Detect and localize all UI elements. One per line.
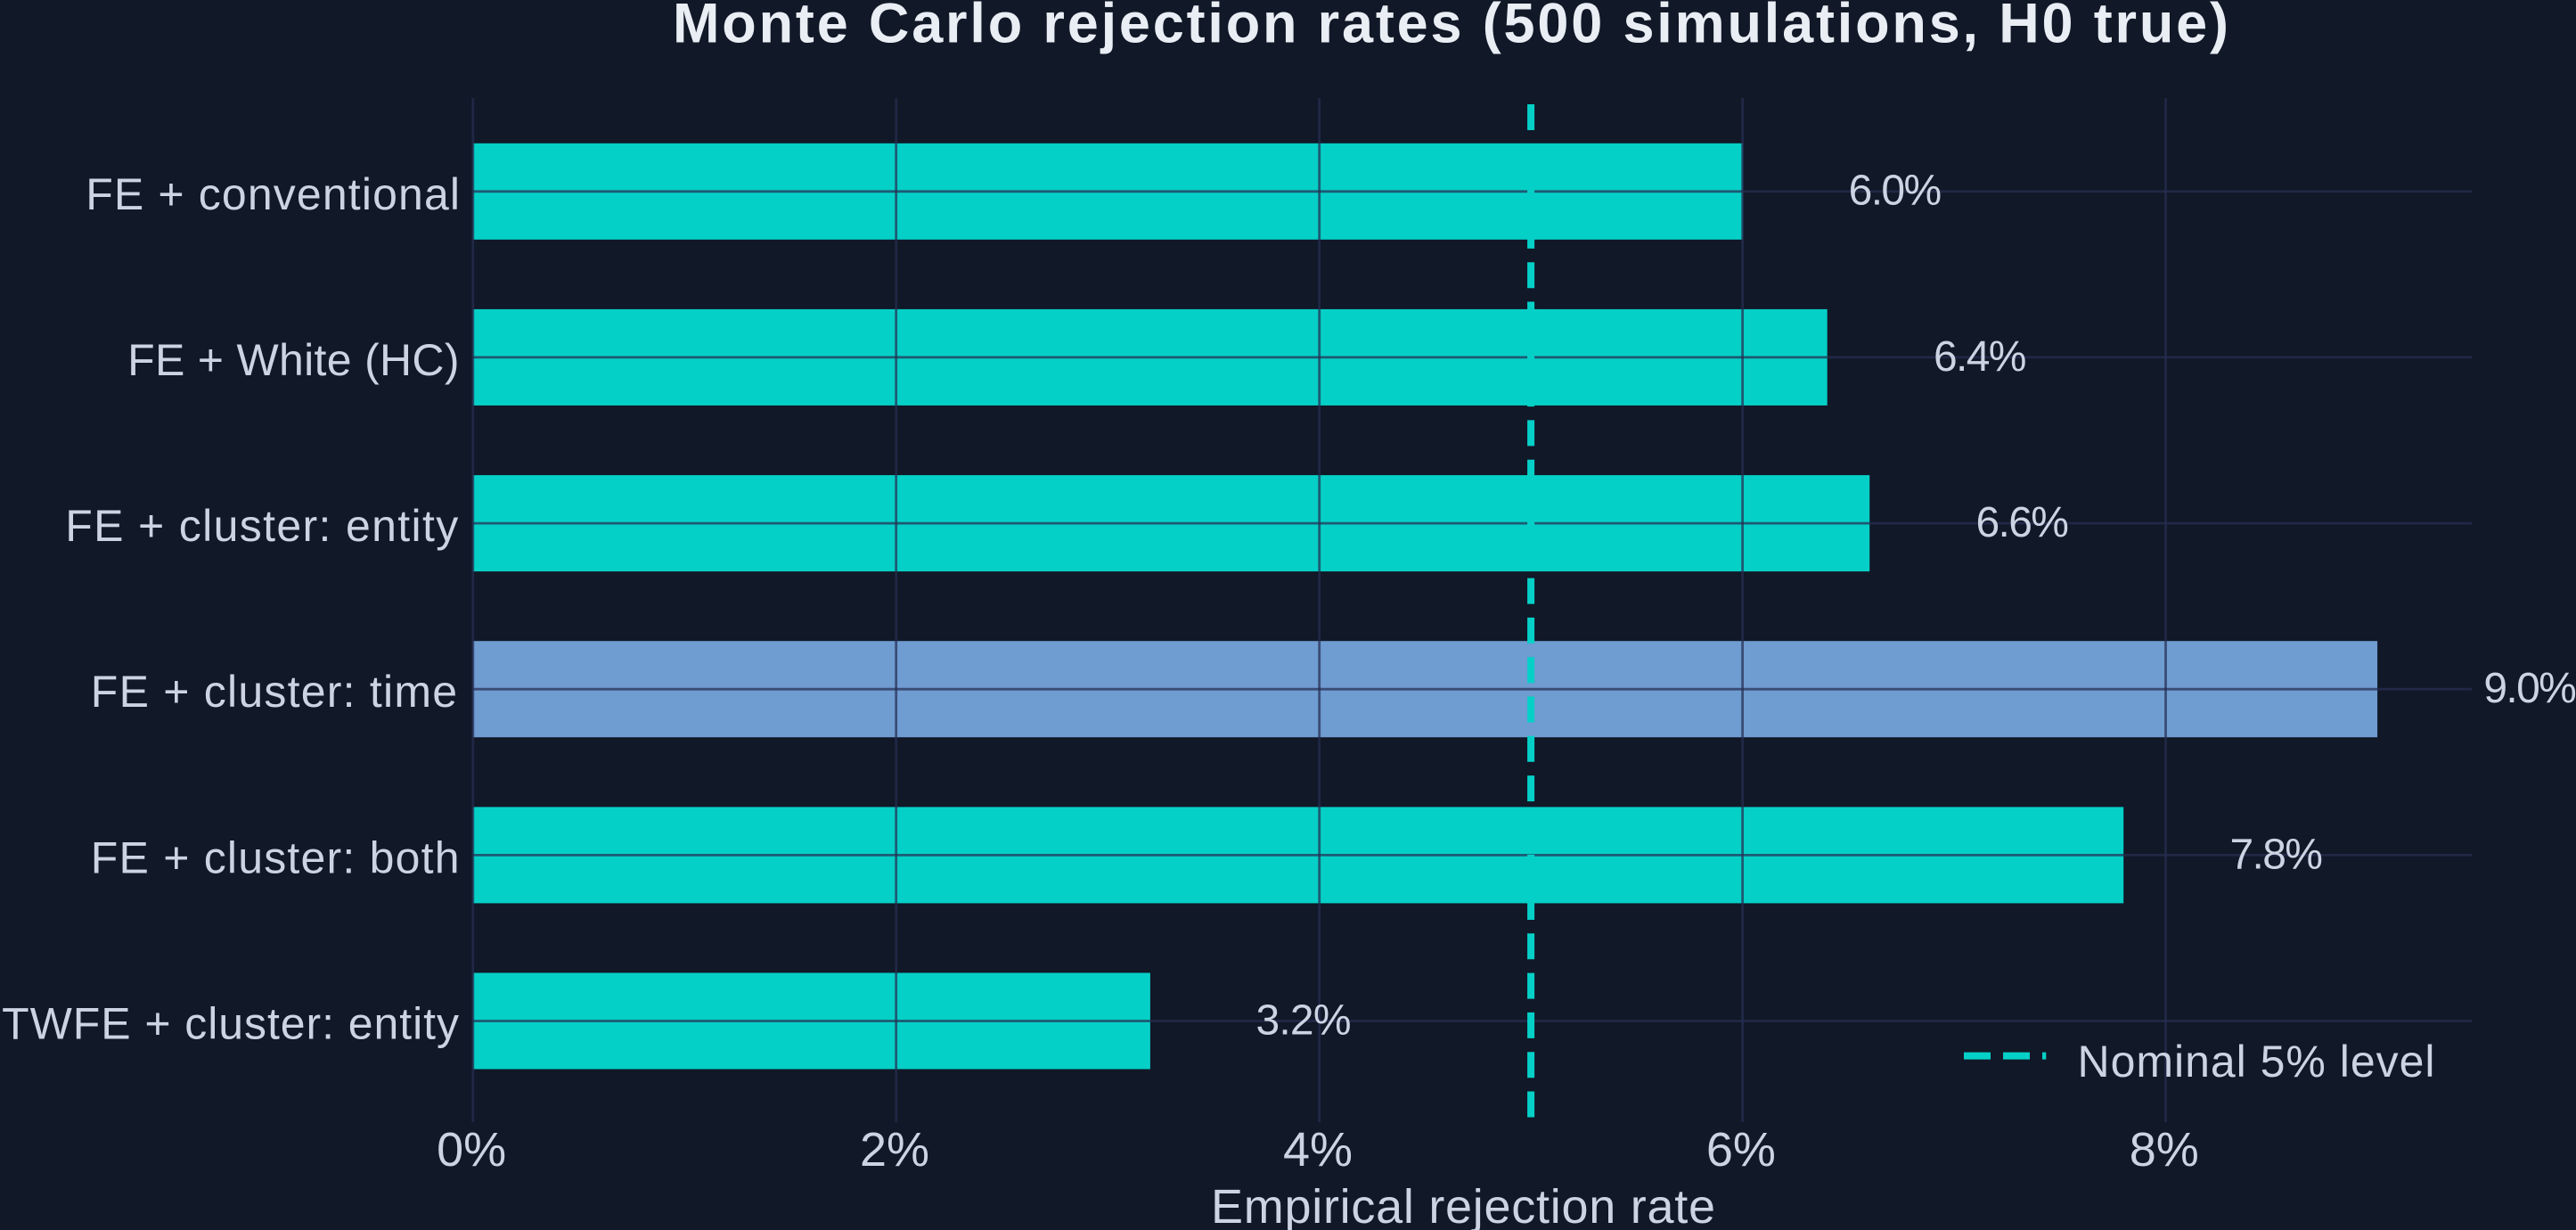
svg-text:Empirical rejection rate: Empirical rejection rate — [1211, 1180, 1715, 1230]
svg-text:6%: 6% — [1706, 1123, 1776, 1177]
svg-text:0%: 0% — [437, 1123, 506, 1177]
svg-text:Nominal 5% level: Nominal 5% level — [2078, 1037, 2435, 1086]
svg-text:8%: 8% — [2130, 1123, 2199, 1177]
svg-text:FE + White (HC): FE + White (HC) — [127, 335, 459, 385]
svg-text:7.8%: 7.8% — [2229, 831, 2323, 878]
svg-text:FE + conventional: FE + conventional — [86, 169, 460, 219]
svg-text:FE + cluster: both: FE + cluster: both — [91, 832, 460, 882]
svg-text:6.6%: 6.6% — [1975, 499, 2069, 546]
svg-text:6.4%: 6.4% — [1934, 333, 2027, 381]
svg-text:FE + cluster: entity: FE + cluster: entity — [65, 501, 458, 551]
svg-text:Monte Carlo rejection rates (5: Monte Carlo rejection rates (500 simulat… — [673, 0, 2228, 55]
svg-text:9.0%: 9.0% — [2483, 665, 2576, 712]
svg-text:3.2%: 3.2% — [1256, 997, 1352, 1045]
svg-text:FE + cluster: time: FE + cluster: time — [91, 667, 457, 717]
svg-text:TWFE + cluster: entity: TWFE + cluster: entity — [2, 999, 459, 1049]
svg-text:2%: 2% — [860, 1123, 929, 1177]
svg-text:6.0%: 6.0% — [1849, 168, 1942, 215]
svg-text:4%: 4% — [1283, 1123, 1353, 1177]
